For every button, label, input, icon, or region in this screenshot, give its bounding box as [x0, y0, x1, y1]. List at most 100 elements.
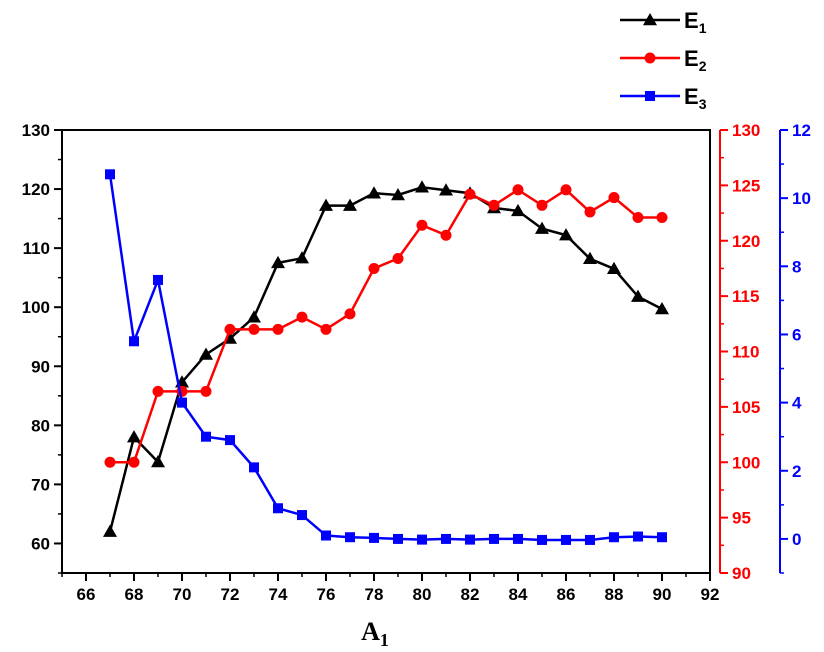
- series-3-point: [417, 534, 427, 545]
- series-1-point: [631, 289, 645, 302]
- series-3-point: [249, 462, 259, 473]
- right1-tick-label: 125: [732, 176, 760, 195]
- series-1-point: [199, 347, 213, 360]
- series-3-point: [489, 533, 499, 544]
- series-1-point: [391, 187, 405, 201]
- x-tick-label: 68: [125, 585, 144, 604]
- series-1-point: [559, 228, 573, 241]
- legend-label-1: E1: [684, 8, 707, 36]
- series-1-point: [151, 454, 165, 468]
- series-2-point: [104, 456, 116, 468]
- series-2-point: [224, 323, 236, 335]
- series-2-point: [584, 206, 596, 218]
- series-2-point: [560, 184, 572, 196]
- series-3-point: [369, 532, 379, 543]
- right1-tick-label: 110: [732, 343, 759, 362]
- right1-tick-label: 120: [732, 232, 760, 251]
- left-tick-label: 110: [23, 239, 50, 258]
- series-1-point: [247, 310, 261, 323]
- series-3-point: [441, 533, 451, 544]
- series-3-point: [273, 503, 283, 514]
- series-2-point: [368, 262, 380, 274]
- x-axis-label: A1: [361, 617, 389, 650]
- x-tick-label: 76: [317, 585, 336, 604]
- left-tick-label: 90: [31, 357, 50, 376]
- series-1-point: [103, 524, 117, 537]
- series-1-point: [415, 180, 429, 193]
- series-3-point: [537, 534, 547, 545]
- right2-tick-label: 6: [792, 325, 801, 344]
- series-3-point: [633, 531, 643, 542]
- series-2-point: [200, 385, 212, 397]
- series-3-point: [585, 534, 595, 545]
- series-3-point: [225, 435, 235, 446]
- legend-marker-2: [644, 52, 656, 64]
- left-tick-label: 60: [31, 534, 50, 553]
- right1-tick-label: 100: [732, 453, 760, 472]
- series-2-point: [464, 188, 476, 200]
- series-1-point: [343, 198, 357, 211]
- series-2-point: [272, 323, 284, 335]
- axes-layer: 66 68 70 72 74 76 78 80 82 84 86 88 90 92607080901001…: [22, 121, 811, 604]
- series-2: [104, 184, 668, 468]
- series-2-point: [248, 323, 260, 335]
- series-2-line: [110, 188, 662, 464]
- series-2-point: [128, 456, 140, 468]
- x-tick-label: 88: [605, 585, 624, 604]
- right1-tick-label: 115: [732, 287, 759, 306]
- right2-tick-label: 2: [792, 462, 801, 481]
- legend-label-2: E2: [684, 46, 707, 74]
- series-1-point: [271, 255, 285, 269]
- series-3-point: [465, 534, 475, 545]
- x-tick-label: 92: [701, 585, 720, 604]
- series-1-line: [108, 186, 663, 532]
- x-tick-label: 80: [413, 585, 432, 604]
- right1-tick-label: 95: [732, 509, 751, 528]
- x-tick-label: 70: [173, 585, 192, 604]
- left-tick-label: 130: [22, 121, 50, 140]
- series-3-line: [108, 174, 663, 542]
- series-3-point: [609, 532, 619, 543]
- legend: E1 E2 E3: [620, 8, 707, 112]
- series-2-point: [344, 308, 356, 320]
- series-3-point: [345, 532, 355, 543]
- right1-tick-label: 90: [732, 564, 751, 583]
- right2-tick-label: 12: [792, 121, 811, 140]
- series-2-point: [152, 385, 164, 397]
- series-1-point: [319, 198, 333, 211]
- series-3-point: [657, 532, 667, 543]
- series-1-point: [127, 430, 141, 443]
- x-tick-label: 84: [509, 585, 528, 604]
- series-3-point: [561, 534, 571, 545]
- series-3-point: [513, 533, 523, 544]
- series-2-point: [320, 323, 332, 335]
- series-1-point: [535, 221, 549, 234]
- legend-label-3: E3: [684, 84, 707, 112]
- x-tick-label: 66: [77, 585, 96, 604]
- series-1-point: [511, 203, 525, 217]
- legend-marker-3: [645, 91, 655, 101]
- series-2-point: [656, 211, 668, 223]
- series-1-point: [583, 251, 597, 265]
- left-tick-label: 70: [31, 475, 50, 494]
- series-3-point: [201, 431, 211, 442]
- right1-tick-label: 105: [732, 398, 760, 417]
- series-1: [103, 180, 669, 537]
- series-2-point: [512, 184, 524, 196]
- series-3-point: [297, 510, 307, 521]
- series-2-point: [488, 199, 500, 211]
- legend-marker-1: [643, 13, 657, 26]
- series-2-point: [416, 219, 428, 231]
- x-tick-label: 78: [365, 585, 384, 604]
- series-3-point: [153, 274, 163, 285]
- series-2-point: [536, 199, 548, 211]
- series-1-point: [295, 251, 309, 264]
- series-layer: [103, 169, 669, 545]
- series-2-point: [608, 192, 620, 204]
- series-3-point: [321, 530, 331, 541]
- series-1-point: [655, 301, 669, 315]
- series-3: [105, 169, 667, 545]
- left-tick-label: 120: [22, 180, 50, 199]
- series-2-point: [440, 229, 452, 241]
